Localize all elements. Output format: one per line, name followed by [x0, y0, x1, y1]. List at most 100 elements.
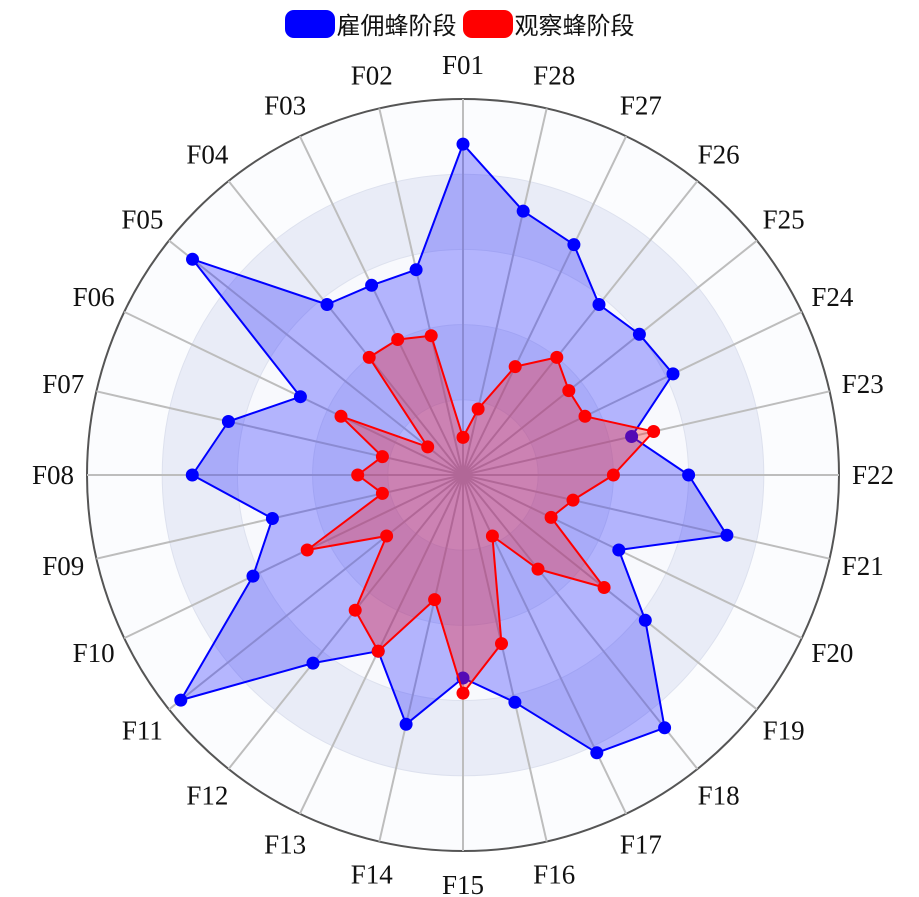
grid-spoke — [123, 310, 464, 476]
axis-label-f24: F24 — [811, 282, 854, 312]
data-point-f19 — [597, 581, 611, 594]
data-point-f20 — [544, 510, 558, 524]
data-point-f21 — [566, 493, 580, 507]
axis-label-f27: F27 — [620, 91, 662, 121]
legend-label-series-1: 雇佣蜂阶段 — [336, 12, 457, 40]
grid-spoke — [168, 474, 464, 711]
grid-spoke — [462, 474, 548, 842]
data-point-f22 — [682, 468, 696, 482]
data-point-f06 — [334, 409, 348, 423]
legend-swatch-series-1 — [284, 9, 335, 38]
axis-label-f17: F17 — [620, 829, 662, 859]
data-point-f01 — [456, 137, 470, 151]
axis-label-f12: F12 — [186, 781, 228, 811]
legend-swatch-series-2 — [462, 9, 513, 38]
axis-label-f07: F07 — [42, 369, 84, 399]
data-point-f06 — [293, 390, 307, 404]
data-point-f23 — [625, 430, 639, 443]
legend-item-series-2[interactable]: 观察蜂阶段 — [462, 6, 635, 41]
grid-spoke — [462, 474, 758, 711]
data-point-f25 — [632, 327, 646, 341]
grid-spoke — [298, 474, 464, 815]
series-1 — [174, 137, 734, 760]
axis-label-f13: F13 — [264, 829, 306, 859]
data-point-f17 — [485, 529, 499, 543]
axis-label-f19: F19 — [763, 716, 805, 746]
data-point-f25 — [562, 384, 576, 398]
data-point-f11 — [174, 693, 188, 707]
data-point-f20 — [612, 543, 626, 557]
axis-labels: F01 F28 F27 F26 F25 F24 F23 F22 F21 F20 F19 F18 F17 F… — [32, 50, 894, 897]
grid-spoke — [378, 474, 464, 842]
data-point-f10 — [300, 543, 314, 557]
grid-spoke — [462, 135, 628, 476]
data-point-f17 — [590, 746, 604, 760]
grid-spoke — [96, 474, 464, 560]
data-point-f19 — [638, 613, 652, 627]
data-point-f02 — [409, 263, 423, 277]
data-point-f04 — [362, 350, 376, 364]
grid-spoke — [168, 239, 464, 476]
grid-spoke — [123, 474, 464, 640]
axis-label-f06: F06 — [73, 282, 115, 312]
data-point-f04 — [320, 298, 334, 311]
data-point-f18 — [531, 562, 545, 576]
data-point-f12 — [306, 656, 320, 670]
grid-spoke — [378, 108, 464, 476]
grid-spoke — [96, 390, 464, 476]
axis-label-f16: F16 — [533, 860, 575, 890]
series-2 — [300, 329, 661, 700]
axis-label-f21: F21 — [842, 551, 884, 581]
grid-spoke — [462, 180, 699, 476]
axis-label-f11: F11 — [122, 716, 163, 746]
axis-label-f25: F25 — [763, 204, 805, 234]
data-point-f09 — [375, 486, 389, 500]
data-point-f26 — [592, 298, 606, 311]
data-point-f10 — [246, 569, 260, 583]
data-point-f16 — [508, 695, 522, 709]
grid-spoke — [462, 474, 803, 640]
data-point-f07 — [221, 415, 235, 428]
data-point-f28 — [471, 402, 485, 416]
data-point-f26 — [550, 350, 564, 364]
grid-spoke — [462, 474, 699, 770]
data-point-f27 — [508, 360, 522, 374]
grid-spoke — [227, 180, 464, 476]
data-point-f07 — [375, 450, 389, 464]
data-point-f08 — [185, 468, 199, 482]
data-point-f03 — [391, 333, 405, 346]
data-point-f05 — [421, 440, 435, 454]
legend-label-series-2: 观察蜂阶段 — [514, 12, 635, 40]
data-point-f21 — [720, 528, 734, 542]
axis-label-f26: F26 — [698, 139, 740, 169]
data-point-f14 — [428, 593, 442, 607]
axis-label-f20: F20 — [811, 638, 853, 668]
axis-label-f28: F28 — [533, 60, 575, 90]
axis-label-f02: F02 — [351, 60, 393, 90]
data-point-f02 — [424, 329, 438, 343]
data-point-f01 — [456, 430, 470, 444]
data-point-f18 — [658, 721, 672, 735]
axis-label-f04: F04 — [186, 139, 229, 169]
data-point-f14 — [399, 717, 413, 731]
grid-spoke — [227, 474, 464, 770]
axis-label-f05: F05 — [121, 204, 163, 234]
data-point-f16 — [495, 637, 508, 651]
grid-spoke — [462, 310, 803, 476]
legend-item-series-1[interactable]: 雇佣蜂阶段 — [284, 6, 457, 41]
data-point-f15 — [456, 686, 470, 700]
data-point-f27 — [567, 238, 581, 252]
axis-label-f18: F18 — [698, 781, 740, 811]
grid-spoke — [462, 239, 758, 476]
data-point-f12 — [348, 603, 362, 617]
grid-spoke — [462, 390, 830, 476]
data-point-f24 — [578, 409, 592, 423]
data-point-f05 — [186, 252, 199, 266]
grid-spoke — [298, 135, 464, 476]
axis-label-f10: F10 — [73, 638, 115, 668]
axis-label-f23: F23 — [842, 369, 884, 399]
data-point-f23 — [647, 425, 661, 438]
grid-spoke — [462, 474, 830, 560]
data-point-f11 — [380, 529, 394, 543]
